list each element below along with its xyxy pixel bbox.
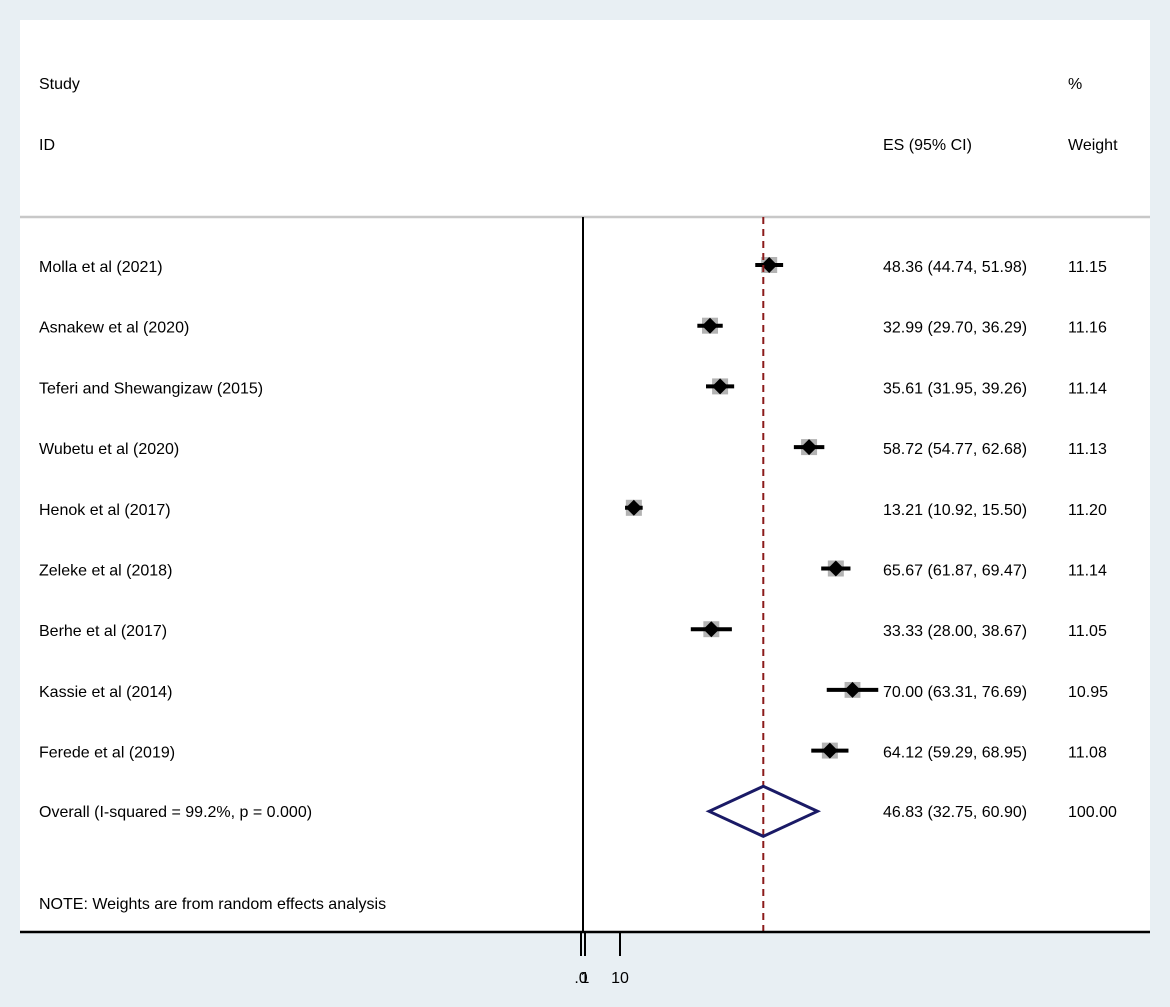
x-axis-ticks: .01 10 [574, 932, 629, 987]
study-name: Molla et al (2021) [39, 259, 163, 276]
point-estimate [712, 378, 729, 395]
study-es-ci: 35.61 (31.95, 39.26) [883, 380, 1027, 397]
study-weight: 11.20 [1068, 502, 1107, 519]
point-estimate [625, 499, 642, 516]
study-name: Ferede et al (2019) [39, 745, 175, 762]
es-header: ES (95% CI) [883, 137, 972, 154]
percent-header: % [1068, 76, 1082, 93]
study-es-ci: 33.33 (28.00, 38.67) [883, 623, 1027, 640]
study-es-ci: 48.36 (44.74, 51.98) [883, 259, 1027, 276]
study-weight: 11.05 [1068, 623, 1107, 640]
plot-background [20, 20, 1150, 932]
study-name: Wubetu et al (2020) [39, 441, 179, 458]
study-es-ci: 65.67 (61.87, 69.47) [883, 563, 1027, 580]
study-weight: 11.08 [1068, 745, 1107, 762]
study-weight: 11.15 [1068, 259, 1107, 276]
study-es-ci: 70.00 (63.31, 76.69) [883, 684, 1027, 701]
overall-weight: 100.00 [1068, 804, 1117, 821]
x-tick-label: 1 [581, 970, 590, 987]
study-name: Kassie et al (2014) [39, 684, 172, 701]
study-weight: 11.13 [1068, 441, 1107, 458]
study-name: Zeleke et al (2018) [39, 563, 172, 580]
point-estimate [827, 560, 844, 577]
overall-label: Overall (I-squared = 99.2%, p = 0.000) [39, 804, 312, 821]
point-estimate [844, 681, 861, 698]
study-name: Asnakew et al (2020) [39, 320, 189, 337]
x-tick-label: 10 [611, 970, 629, 987]
overall-diamond [705, 784, 822, 838]
study-es-ci: 13.21 (10.92, 15.50) [883, 502, 1027, 519]
point-estimate [801, 439, 818, 456]
study-header: Study [39, 76, 80, 93]
study-name: Henok et al (2017) [39, 502, 171, 519]
study-es-ci: 58.72 (54.77, 62.68) [883, 441, 1027, 458]
study-name: Teferi and Shewangizaw (2015) [39, 380, 263, 397]
study-name: Berhe et al (2017) [39, 623, 167, 640]
study-es-ci: 32.99 (29.70, 36.29) [883, 320, 1027, 337]
plot-marks [625, 217, 879, 932]
weight-header: Weight [1068, 137, 1118, 154]
point-estimate [702, 317, 719, 334]
point-estimate [761, 257, 778, 273]
study-weight: 10.95 [1068, 684, 1108, 701]
study-weight: 11.14 [1068, 380, 1107, 397]
study-weight: 11.14 [1068, 563, 1107, 580]
x-tick-label: .0 [574, 970, 587, 987]
id-header: ID [39, 137, 55, 154]
overall-es-ci: 46.83 (32.75, 60.90) [883, 804, 1027, 821]
study-weight: 11.16 [1068, 320, 1107, 337]
note-text: NOTE: Weights are from random effects an… [39, 896, 386, 913]
study-rows: Molla et al (2021) 48.36 (44.74, 51.98) 11… [39, 259, 1108, 762]
study-es-ci: 64.12 (59.29, 68.95) [883, 745, 1027, 762]
point-estimate [821, 742, 838, 759]
point-estimate [703, 621, 720, 638]
